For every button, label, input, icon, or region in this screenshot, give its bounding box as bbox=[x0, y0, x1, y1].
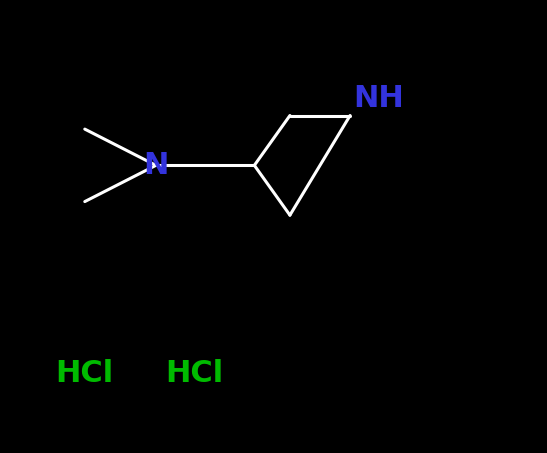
Text: HCl: HCl bbox=[165, 359, 223, 388]
Text: NH: NH bbox=[353, 84, 404, 113]
Text: HCl: HCl bbox=[56, 359, 114, 388]
Text: N: N bbox=[143, 151, 168, 180]
